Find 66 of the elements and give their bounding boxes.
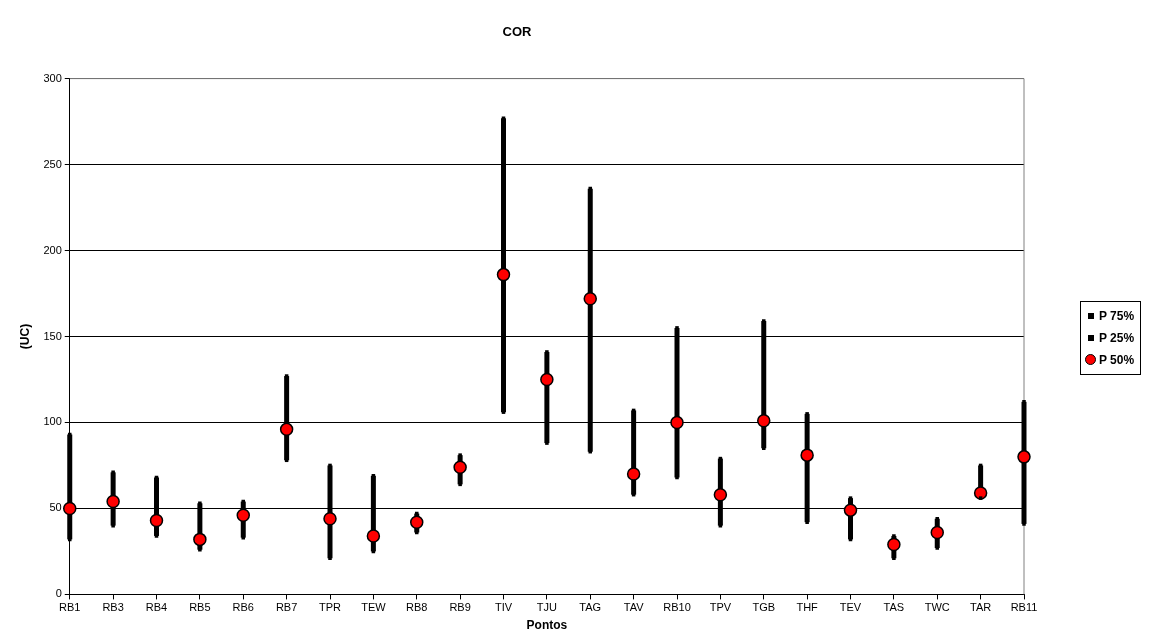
y-tick-label: 200 — [43, 243, 62, 256]
point — [713, 487, 728, 502]
point — [458, 453, 462, 457]
point — [973, 486, 988, 500]
point — [930, 525, 944, 540]
point — [583, 291, 597, 306]
legend-label: P 75% — [1099, 308, 1135, 323]
y-tick-label: 300 — [43, 71, 62, 84]
point — [1022, 522, 1026, 526]
point — [1017, 450, 1031, 464]
point — [540, 372, 554, 387]
x-tick-label: RB10 — [663, 601, 691, 614]
x-tick-label: RB11 — [1010, 601, 1038, 614]
y-tick-label: 100 — [43, 415, 62, 428]
x-tick-label: RB6 — [232, 601, 254, 614]
point — [887, 537, 901, 552]
point — [284, 374, 289, 378]
y-tick-label: 150 — [43, 329, 62, 342]
x-tick-label: TGB — [752, 601, 776, 614]
point — [63, 501, 77, 516]
x-tick-label: TAR — [970, 601, 992, 614]
x-tick-label: RB5 — [189, 601, 211, 614]
point — [366, 529, 381, 543]
point — [670, 415, 684, 430]
x-tick-label: TJU — [536, 601, 558, 614]
x-axis-title: Pontos — [526, 618, 568, 633]
point — [757, 414, 771, 428]
x-tick-label: TEW — [361, 601, 387, 614]
point — [236, 508, 250, 523]
point — [848, 496, 853, 500]
point — [978, 496, 983, 500]
point — [279, 422, 294, 437]
x-tick-label: RB1 — [59, 601, 81, 614]
x-tick-label: TIV — [494, 601, 513, 614]
y-axis-title: (UC) — [17, 323, 32, 350]
x-tick-label: TAV — [623, 601, 645, 614]
point — [154, 534, 159, 538]
point — [453, 460, 467, 474]
point — [323, 512, 337, 526]
legend-label: P 50% — [1099, 352, 1135, 367]
point — [496, 267, 511, 282]
x-tick-label: RB9 — [449, 601, 471, 614]
x-tick-label: RB8 — [406, 601, 428, 614]
y-tick-label: 50 — [49, 501, 62, 514]
x-tick-label: THF — [796, 601, 819, 614]
x-tick-label: TPR — [319, 601, 342, 614]
x-tick-label: TEV — [839, 601, 862, 614]
point — [800, 448, 814, 462]
y-tick-label: 250 — [43, 157, 62, 170]
point — [626, 467, 641, 481]
y-tick-label: 0 — [55, 587, 62, 600]
x-tick-label: TAG — [579, 601, 602, 614]
x-tick-label: RB4 — [145, 601, 168, 614]
x-tick-label: TPV — [709, 601, 732, 614]
chart-title: COR — [502, 24, 533, 40]
x-tick-label: RB7 — [275, 601, 298, 614]
legend-label: P 25% — [1099, 330, 1135, 345]
x-tick-label: TWC — [924, 601, 950, 614]
point — [149, 513, 164, 528]
point — [106, 494, 120, 509]
point — [843, 503, 858, 517]
x-tick-label: RB3 — [102, 601, 124, 614]
point — [410, 515, 424, 529]
point — [193, 532, 207, 547]
x-tick-label: TAS — [883, 601, 905, 614]
point — [501, 116, 506, 120]
